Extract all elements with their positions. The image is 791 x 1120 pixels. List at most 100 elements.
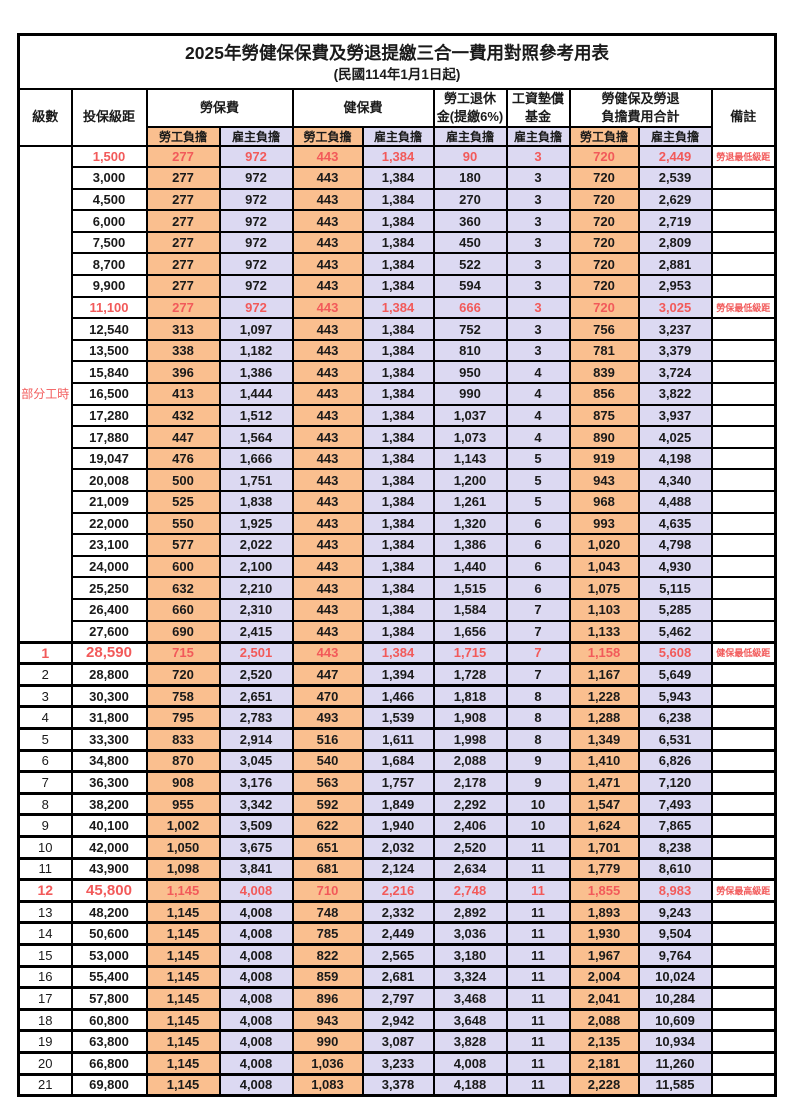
labor-employee-cell: 833 — [145, 727, 221, 752]
health-employee-cell: 443 — [291, 576, 364, 600]
part-time-row: 6,000 277 972 443 1,384 360 3 720 2,719 — [19, 209, 777, 233]
pension-cell: 1,515 — [432, 576, 508, 600]
grade-row: 20 66,800 1,145 4,008 1,036 3,233 4,008 11 2,181… — [17, 1050, 777, 1076]
health-employee-cell: 443 — [291, 597, 364, 622]
total-employer-cell: 3,937 — [637, 403, 713, 428]
note-cell — [710, 791, 777, 816]
total-employer-cell: 10,024 — [637, 964, 713, 989]
note-cell — [710, 727, 777, 752]
total-employer-cell: 4,930 — [637, 554, 713, 579]
grade-number-cell: 17 — [17, 986, 73, 1011]
health-employee-cell: 1,036 — [291, 1050, 364, 1076]
health-employee-cell: 443 — [291, 468, 364, 492]
bracket-cell: 9,900 — [70, 274, 148, 298]
part-time-row: 24,000 600 2,100 443 1,384 1,440 6 1,043 4,930 — [19, 554, 777, 579]
part-time-row: 9,900 277 972 443 1,384 594 3 720 2,953 — [19, 274, 777, 298]
total-employee-cell: 875 — [568, 403, 640, 428]
grade-row: 3 30,300 758 2,651 470 1,466 1,818 8 1,228 5,943 — [17, 683, 777, 708]
health-employee-cell: 990 — [291, 1029, 364, 1054]
bracket-cell: 55,400 — [70, 964, 148, 989]
labor-employee-cell: 277 — [145, 187, 221, 212]
pension-cell: 1,440 — [432, 554, 508, 579]
wage-fund-cell: 3 — [505, 144, 571, 169]
labor-employer-cell: 2,914 — [218, 727, 294, 752]
header-total-line2: 負擔費用合計 — [601, 108, 680, 124]
table-body: 部分工時 1,500 277 972 443 1,384 90 3 720 2,449 勞退最低級距… — [17, 144, 777, 1097]
subheader-labor-employee: 勞工負擔 — [145, 125, 221, 147]
health-employee-cell: 443 — [291, 274, 364, 298]
pension-cell: 1,200 — [432, 468, 508, 492]
labor-employee-cell: 396 — [145, 360, 221, 385]
bracket-cell: 36,300 — [70, 770, 148, 795]
labor-employer-cell: 2,651 — [218, 683, 294, 708]
grade-number-cell: 1 — [17, 640, 73, 665]
bracket-cell: 63,800 — [70, 1029, 148, 1054]
bracket-cell: 13,500 — [70, 338, 148, 363]
total-employee-cell: 1,624 — [568, 813, 640, 838]
health-employer-cell: 2,797 — [361, 986, 435, 1011]
grade-number-cell: 12 — [17, 878, 73, 903]
total-employer-cell: 8,610 — [637, 856, 713, 881]
part-time-row: 25,250 632 2,210 443 1,384 1,515 6 1,075 5,115 — [19, 576, 777, 600]
labor-employer-cell: 972 — [218, 144, 294, 169]
pension-cell: 1,818 — [432, 683, 508, 708]
part-time-row: 11,100 277 972 443 1,384 666 3 720 3,025 勞保最低級距 — [19, 295, 777, 320]
wage-fund-cell: 11 — [505, 856, 571, 881]
health-employer-cell: 1,466 — [361, 683, 435, 708]
total-employer-cell: 5,943 — [637, 683, 713, 708]
total-employer-cell: 3,379 — [637, 338, 713, 363]
health-employee-cell: 540 — [291, 748, 364, 773]
bracket-cell: 6,000 — [70, 209, 148, 233]
health-employee-cell: 443 — [291, 295, 364, 320]
total-employer-cell: 4,635 — [637, 511, 713, 536]
total-employer-cell: 8,983 — [637, 878, 713, 903]
bracket-cell: 34,800 — [70, 748, 148, 773]
note-cell — [710, 468, 777, 492]
bracket-cell: 17,280 — [70, 403, 148, 428]
grade-number-cell: 19 — [17, 1029, 73, 1054]
header-total: 勞健保及勞退 負擔費用合計 — [568, 87, 713, 128]
labor-employer-cell: 972 — [218, 295, 294, 320]
wage-fund-cell: 6 — [505, 576, 571, 600]
wage-fund-cell: 3 — [505, 230, 571, 255]
pension-cell: 1,584 — [432, 597, 508, 622]
note-cell — [710, 382, 777, 406]
pension-cell: 3,180 — [432, 942, 508, 968]
bracket-cell: 17,880 — [70, 425, 148, 449]
labor-employee-cell: 447 — [145, 425, 221, 449]
grade-number-cell: 14 — [17, 921, 73, 946]
labor-employer-cell: 4,008 — [218, 986, 294, 1011]
wage-fund-cell: 10 — [505, 791, 571, 816]
bracket-cell: 22,000 — [70, 511, 148, 536]
labor-employee-cell: 1,098 — [145, 856, 221, 881]
total-employee-cell: 720 — [568, 144, 640, 169]
wage-fund-cell: 11 — [505, 986, 571, 1011]
labor-employee-cell: 1,145 — [145, 921, 221, 946]
health-employer-cell: 1,384 — [361, 425, 435, 449]
note-cell — [710, 921, 777, 946]
total-employer-cell: 2,449 — [637, 144, 713, 169]
bracket-cell: 11,100 — [70, 295, 148, 320]
labor-employer-cell: 1,838 — [218, 490, 294, 514]
wage-fund-cell: 11 — [505, 1029, 571, 1054]
part-time-row: 12,540 313 1,097 443 1,384 752 3 756 3,237 — [19, 317, 777, 341]
health-employer-cell: 1,757 — [361, 770, 435, 795]
labor-employer-cell: 1,925 — [218, 511, 294, 536]
total-employer-cell: 4,798 — [637, 533, 713, 557]
labor-employer-cell: 2,783 — [218, 705, 294, 730]
note-cell — [710, 662, 777, 687]
grade-row: 2 28,800 720 2,520 447 1,394 1,728 7 1,167 5,649 — [17, 662, 777, 687]
health-employer-cell: 1,384 — [361, 360, 435, 385]
labor-employee-cell: 550 — [145, 511, 221, 536]
labor-employer-cell: 1,512 — [218, 403, 294, 428]
labor-employee-cell: 525 — [145, 490, 221, 514]
health-employer-cell: 1,384 — [361, 252, 435, 277]
note-cell — [710, 576, 777, 600]
grade-number-cell: 5 — [17, 727, 73, 752]
labor-employer-cell: 3,509 — [218, 813, 294, 838]
total-employee-cell: 720 — [568, 209, 640, 233]
header-pension-line1: 勞工退休 — [443, 90, 496, 106]
health-employer-cell: 1,384 — [361, 640, 435, 665]
labor-employee-cell: 795 — [145, 705, 221, 730]
